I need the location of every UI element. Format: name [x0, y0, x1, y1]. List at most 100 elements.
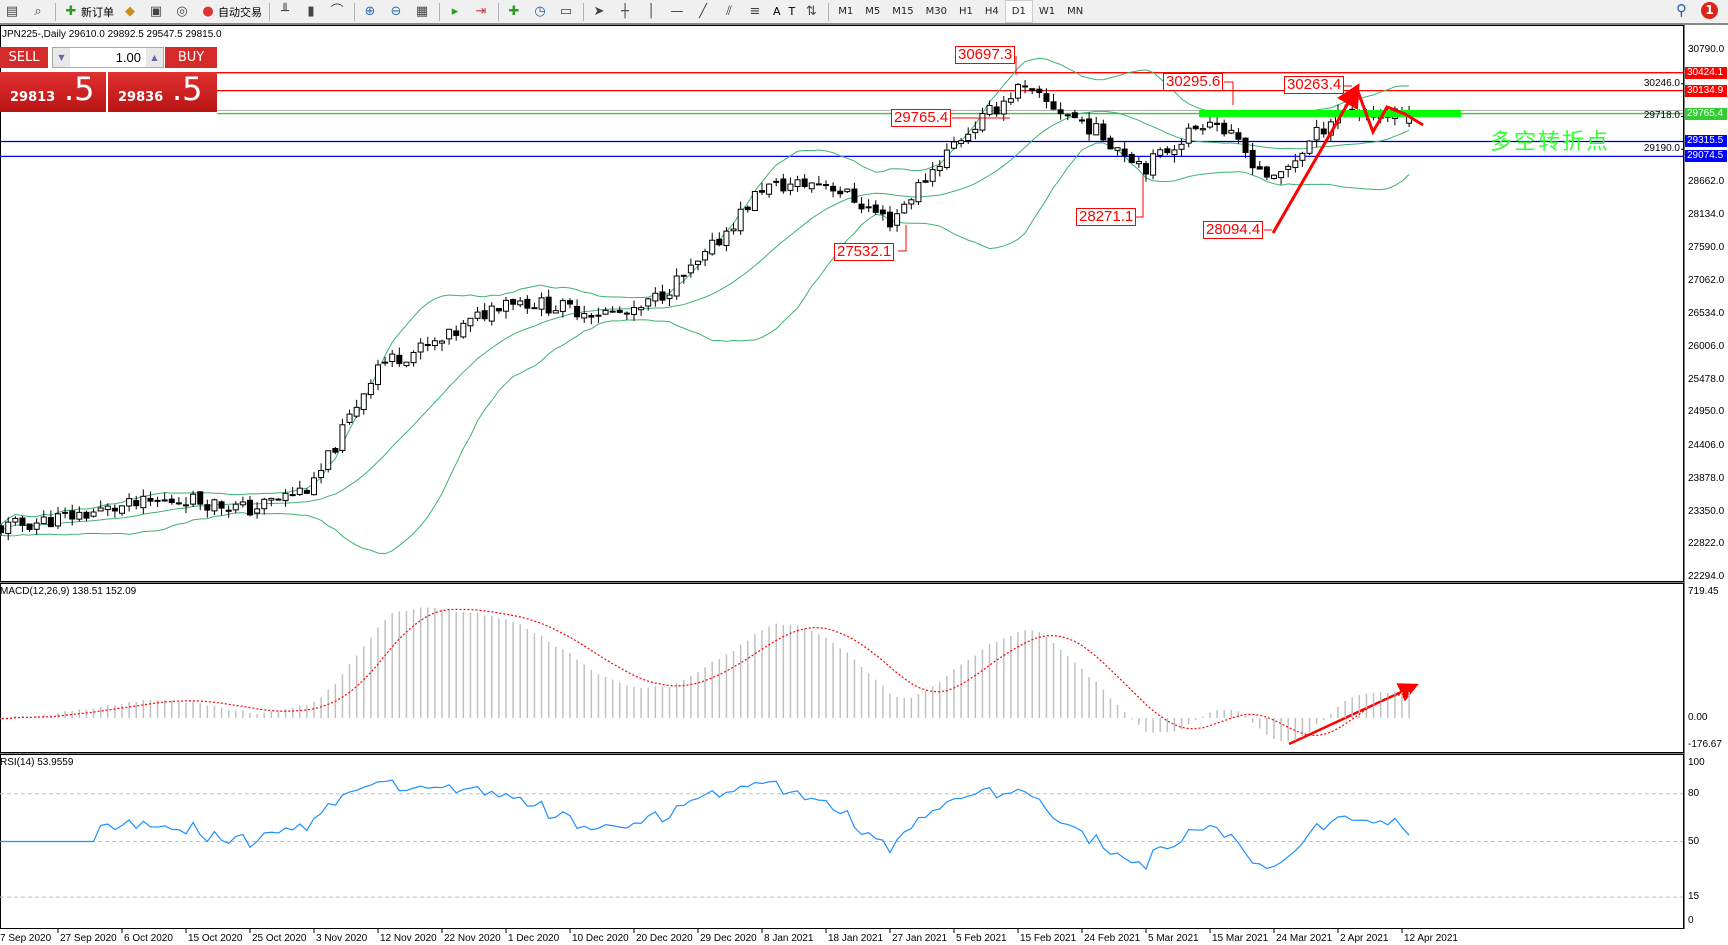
- zoom-in-button[interactable]: ⊕: [358, 1, 384, 22]
- bar-chart-button[interactable]: ╨: [273, 1, 299, 22]
- cursor-button[interactable]: ➤: [587, 1, 613, 22]
- timeframe-d1[interactable]: D1: [1004, 0, 1033, 23]
- bull-candle-body: [751, 191, 758, 212]
- candle: [431, 337, 438, 351]
- text-label-button[interactable]: T: [785, 1, 800, 22]
- auto-trading-button[interactable]: ● 自动交易: [196, 1, 266, 22]
- candle: [97, 500, 104, 512]
- bull-candle-body: [822, 184, 829, 187]
- search-icon[interactable]: ⚲: [1676, 1, 1687, 19]
- trend-arrow-up[interactable]: [1271, 83, 1360, 234]
- sell-button[interactable]: SELL: [0, 47, 48, 68]
- bull-candle-body: [353, 406, 360, 417]
- bull-candle-body: [12, 517, 19, 523]
- line-chart-button[interactable]: ⌒: [325, 1, 351, 22]
- crosshair-button[interactable]: ┼: [613, 1, 639, 22]
- bull-candle-body: [865, 206, 872, 209]
- candle: [1000, 96, 1007, 121]
- new-chart-button[interactable]: ▤: [0, 1, 26, 22]
- zoom-out-button[interactable]: ⊖: [384, 1, 410, 22]
- candle: [33, 518, 40, 535]
- notification-badge[interactable]: 1: [1701, 1, 1718, 19]
- metaeditor-button[interactable]: ◆: [118, 1, 144, 22]
- lot-decrease-button[interactable]: ▼: [53, 48, 70, 67]
- zigzag-path[interactable]: [1355, 88, 1424, 136]
- periods-button[interactable]: ◷: [528, 1, 554, 22]
- candle: [545, 289, 552, 316]
- candle: [1214, 115, 1221, 132]
- timeframe-m5[interactable]: M5: [865, 6, 881, 17]
- buy-price-button[interactable]: 29836 .5: [108, 70, 217, 112]
- vertical-line-button[interactable]: │: [639, 1, 665, 22]
- candlestick-button[interactable]: ▮: [299, 1, 325, 22]
- date-label: 12 Apr 2021: [1404, 933, 1458, 944]
- crosshair-icon: ┼: [621, 3, 629, 19]
- bull-candle-body: [318, 470, 325, 479]
- signals-button[interactable]: ◎: [170, 1, 196, 22]
- date-label: 10 Dec 2020: [572, 933, 629, 944]
- timeframe-h1[interactable]: H1: [958, 6, 973, 17]
- candle: [282, 489, 289, 507]
- zoom-chart-button[interactable]: ⌕: [26, 1, 52, 22]
- candle: [332, 446, 339, 455]
- equidistant-channel-button[interactable]: ⫽: [717, 1, 743, 22]
- trendline-button[interactable]: ╱: [691, 1, 717, 22]
- indicators-button[interactable]: ✚: [502, 1, 528, 22]
- bear-candle-body: [289, 494, 296, 497]
- new-order-button[interactable]: ✚ 新订单: [59, 1, 118, 22]
- fibonacci-button[interactable]: ≡: [743, 1, 769, 22]
- bear-candle-body: [133, 500, 140, 507]
- timeframe-h4[interactable]: H4: [984, 6, 999, 17]
- sell-price-button[interactable]: 29813 .5: [0, 70, 106, 112]
- bear-candle-body: [1107, 137, 1114, 150]
- tile-windows-button[interactable]: ▦: [410, 1, 436, 22]
- candle: [190, 490, 197, 508]
- bull-candle-body: [33, 522, 40, 530]
- candle: [367, 379, 374, 399]
- toolbar: ▤ ⌕ ✚ 新订单 ◆ ▣ ◎ ● 自动交易 ╨ ▮ ⌒ ⊕ ⊖ ▦ ▸ ⇥ ✚ ◷ ▭ ➤ ┼ │ — ╱ ⫽ ≡ A T ⇅ M1 M5 M…: [0, 0, 1728, 25]
- candle: [595, 307, 602, 323]
- terminal-button[interactable]: ▣: [144, 1, 170, 22]
- bear-candle-body: [1128, 154, 1135, 164]
- bear-candle-body: [0, 525, 5, 534]
- timeframe-m30[interactable]: M30: [925, 6, 947, 17]
- timeframe-m15[interactable]: M15: [892, 6, 914, 17]
- autoscroll-button[interactable]: ▸: [443, 1, 469, 22]
- candle: [936, 160, 943, 177]
- lot-size-input[interactable]: [73, 49, 143, 66]
- horizontal-line-button[interactable]: —: [665, 1, 691, 22]
- templates-button[interactable]: ▭: [554, 1, 580, 22]
- timeframe-mn[interactable]: MN: [1067, 6, 1084, 17]
- chart-shift-button[interactable]: ⇥: [469, 1, 495, 22]
- bull-candle-body: [709, 239, 716, 255]
- bear-candle-body: [872, 204, 879, 213]
- timeframe-m1[interactable]: M1: [838, 6, 854, 17]
- bull-candle-body: [460, 322, 467, 338]
- arrows-button[interactable]: ⇅: [799, 1, 825, 22]
- candle: [211, 498, 218, 515]
- candle: [510, 298, 517, 311]
- candle: [666, 289, 673, 307]
- date-label: 24 Feb 2021: [1084, 933, 1141, 944]
- text-button[interactable]: A: [769, 1, 785, 22]
- bull-candle-body: [1114, 147, 1121, 151]
- lot-size-stepper[interactable]: ▼ ▲: [52, 47, 164, 68]
- lot-increase-button[interactable]: ▲: [146, 48, 163, 67]
- candle: [1270, 174, 1277, 180]
- new-order-icon: ✚: [65, 3, 77, 19]
- buy-button[interactable]: BUY: [165, 47, 217, 68]
- bull-candle-body: [446, 328, 453, 340]
- pivot-zone-bar[interactable]: [1199, 110, 1461, 117]
- candle: [488, 302, 495, 326]
- autoscroll-icon: ▸: [451, 3, 459, 19]
- price-tick-label: 27062.0: [1688, 275, 1725, 287]
- candle: [204, 499, 211, 518]
- candle: [1114, 147, 1121, 156]
- zoom-out-icon: ⊖: [390, 3, 402, 19]
- bull-candle-body: [1228, 129, 1235, 134]
- bull-candle-body: [382, 361, 389, 364]
- bull-candle-body: [374, 364, 381, 385]
- bull-candle-body: [90, 511, 97, 517]
- timeframe-w1[interactable]: W1: [1038, 6, 1056, 17]
